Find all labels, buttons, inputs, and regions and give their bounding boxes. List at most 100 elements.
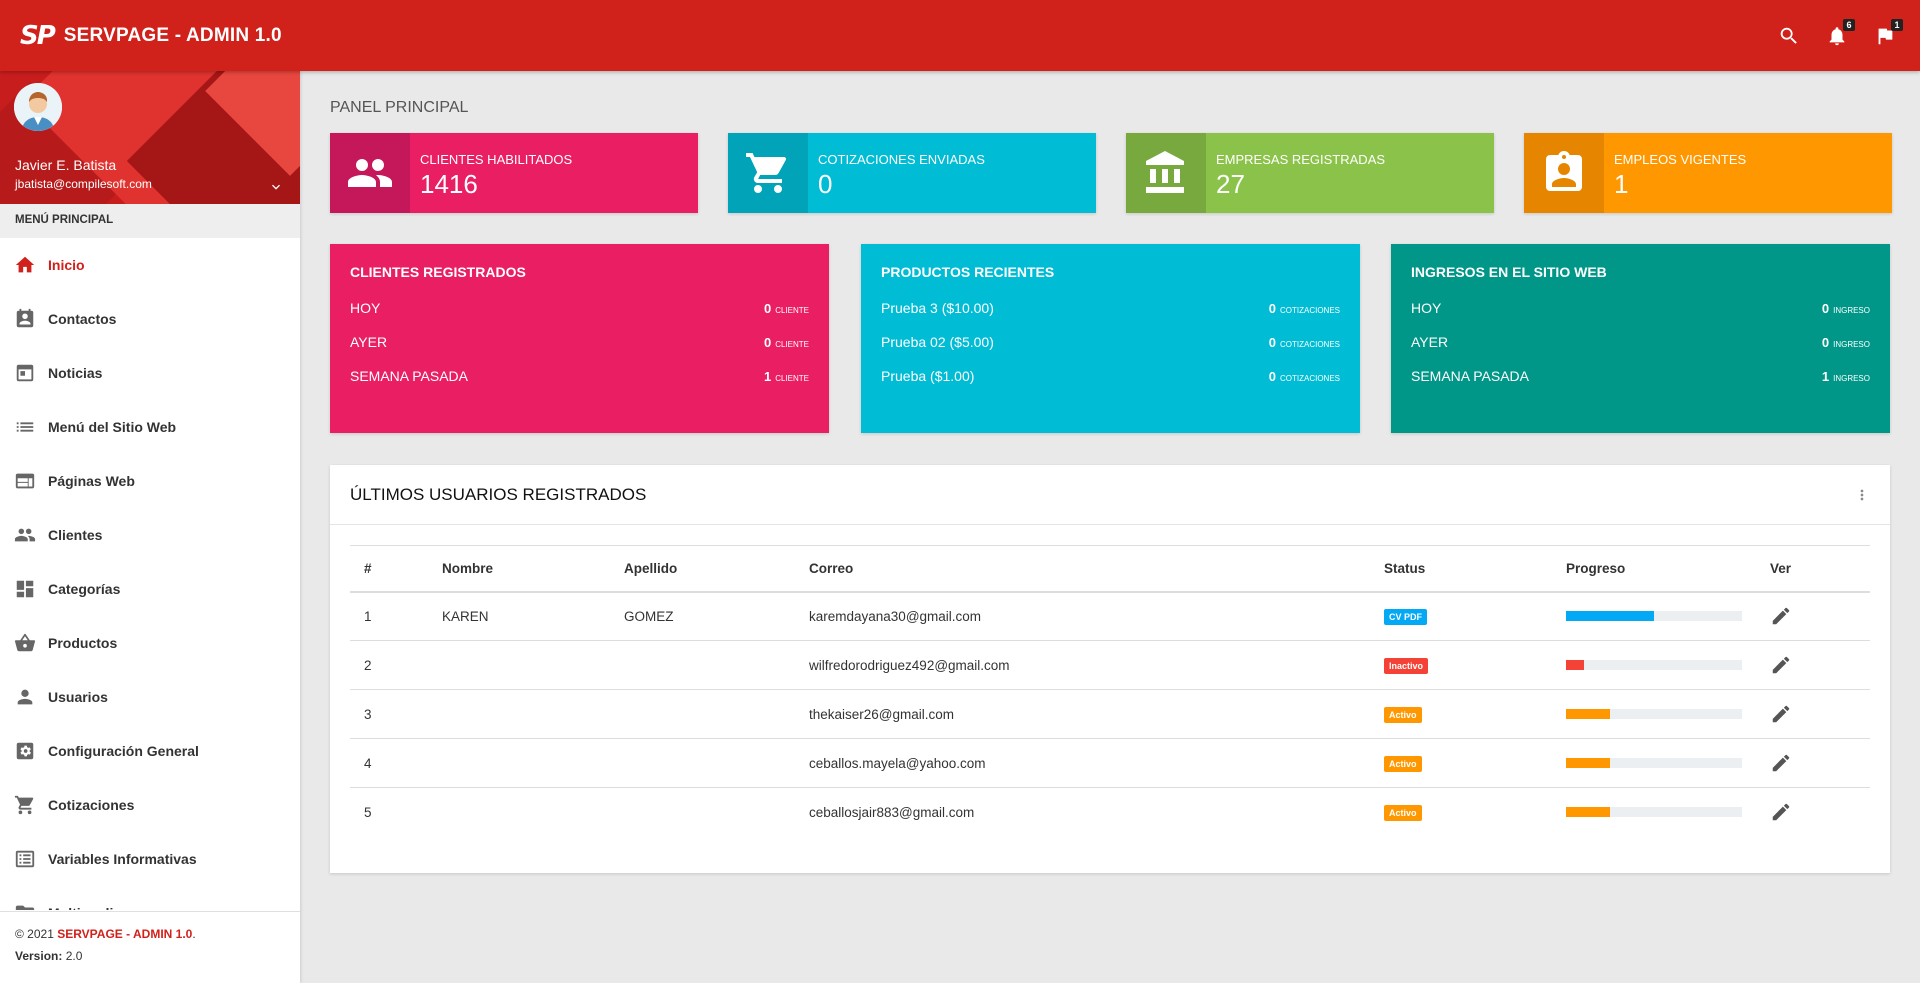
status-badge: Activo [1384,706,1422,723]
cell-ver [1756,640,1870,690]
edit-icon[interactable] [1770,605,1792,627]
sidebar-footer: © 2021 SERVPAGE - ADMIN 1.0. Version: 2.… [0,911,300,983]
stat-row: Prueba 02 ($5.00) 0 COTIZACIONES [881,334,1340,350]
cell-apellido [610,689,795,739]
sidebar-item-noticias[interactable]: Noticias [0,346,300,400]
cell-nombre: KAREN [428,591,610,641]
sidebar-item-menu-del-sitio-web[interactable]: Menú del Sitio Web [0,400,300,454]
sidebar-item-multimedia[interactable]: Multimedia [0,886,300,910]
stat-card-title: PRODUCTOS RECIENTES [881,264,1055,280]
col-apellido: Apellido [610,545,795,593]
user-info: Javier E. Batista jbatista@compilesoft.c… [0,71,300,204]
stat-row-value: 0 [1268,301,1276,316]
progress-bar [1566,758,1742,768]
version-label: Version: [15,949,63,963]
sidebar-item-variables-informativas[interactable]: Variables Informativas [0,832,300,886]
stat-row-unit: INGRESO [1833,340,1870,349]
info-box-label: EMPRESAS REGISTRADAS [1216,152,1386,167]
info-box-label: CLIENTES HABILITADOS [420,152,573,167]
stat-row-label: AYER [350,334,388,350]
sidebar-item-configuracion-general[interactable]: Configuración General [0,724,300,778]
col-num: # [350,545,428,593]
users-table: # Nombre Apellido Correo Status Progreso… [350,545,1870,837]
stat-row: Prueba ($1.00) 0 COTIZACIONES [881,368,1340,384]
app-title: SERVPAGE - ADMIN 1.0 [63,24,282,46]
sidebar-item-usuarios[interactable]: Usuarios [0,670,300,724]
sidebar-item-contactos[interactable]: Contactos [0,292,300,346]
bank-icon [1126,133,1206,213]
sidebar-item-label: Inicio [48,257,85,273]
progress-bar [1566,660,1742,670]
sidebar-item-inicio[interactable]: Inicio [0,238,300,292]
sidebar-item-label: Páginas Web [48,473,135,489]
progress-fill [1566,807,1610,818]
progress-bar [1566,611,1742,622]
col-correo: Correo [795,545,1370,593]
info-box-label: COTIZACIONES ENVIADAS [818,152,985,167]
cell-correo: wilfredorodriguez492@gmail.com [795,640,1370,690]
latest-users-card: ÚLTIMOS USUARIOS REGISTRADOS # Nombre Ap… [330,465,1890,873]
edit-icon[interactable] [1770,801,1792,823]
progress-bar [1566,807,1742,818]
table-row: 1 KAREN GOMEZ karemdayana30@gmail.com CV PDF [350,591,1870,641]
edit-icon[interactable] [1770,654,1792,676]
avatar[interactable] [14,83,62,131]
sidebar-item-paginas-web[interactable]: Páginas Web [0,454,300,508]
stat-row: HOY 0 CLIENTE [350,300,809,316]
status-badge: Inactivo [1384,657,1429,674]
home-icon [14,254,36,276]
people-icon [14,524,36,546]
notifications-count: 6 [1843,18,1855,31]
status-badge: Activo [1384,804,1422,821]
cell-correo: ceballosjair883@gmail.com [809,804,975,820]
progress-fill [1566,758,1610,768]
table-header-row: # Nombre Apellido Correo Status Progreso… [350,545,1870,593]
info-box-clientes-habilitados[interactable]: CLIENTES HABILITADOS 1416 [330,133,698,213]
card-title: ÚLTIMOS USUARIOS REGISTRADOS [350,484,647,504]
chevron-down-icon[interactable] [268,179,284,195]
edit-icon[interactable] [1770,703,1792,725]
notifications-icon[interactable]: 6 [1826,18,1855,47]
cell-num: 5 [364,804,372,820]
stat-row-unit: CLIENTE [775,374,809,383]
main-content: PANEL PRINCIPAL CLIENTES HABILITADOS 1416… [300,71,1920,983]
copyright: © 2021 [15,927,54,941]
info-box-number: 1 [1614,169,1629,199]
table-row: 2 wilfredorodriguez492@gmail.com Inactivo [350,640,1870,690]
person-icon [14,686,36,708]
cell-correo: karemdayana30@gmail.com [795,591,1370,641]
cell-ver [1756,591,1870,641]
cell-progreso [1552,640,1756,690]
brand[interactable]: SP SERVPAGE - ADMIN 1.0 [20,21,282,51]
status-badge: Activo [1384,755,1422,772]
top-actions: 6 1 [1778,18,1903,47]
sidebar-item-label: Contactos [48,311,117,327]
info-box-empresas-registradas[interactable]: EMPRESAS REGISTRADAS 27 [1126,133,1494,213]
settings-icon [14,740,36,762]
sidebar-item-productos[interactable]: Productos [0,616,300,670]
sidebar-item-categorias[interactable]: Categorías [0,562,300,616]
info-box-cotizaciones-enviadas[interactable]: COTIZACIONES ENVIADAS 0 [728,133,1096,213]
stat-row-label: Prueba 3 ($10.00) [881,300,994,316]
edit-icon[interactable] [1770,752,1792,774]
more-vert-icon[interactable] [1854,487,1870,503]
cell-status: Activo [1370,689,1552,739]
cell-nombre [428,738,610,788]
flag-icon[interactable]: 1 [1874,18,1903,47]
sidebar-item-label: Productos [48,635,118,651]
stat-row-value: 0 [1268,335,1276,350]
footer-brand[interactable]: SERVPAGE - ADMIN 1.0 [57,927,193,941]
cell-num: 3 [350,689,428,739]
stat-row-unit: COTIZACIONES [1279,374,1340,383]
info-box-empleos-vigentes[interactable]: EMPLEOS VIGENTES 1 [1524,133,1892,213]
sidebar-item-clientes[interactable]: Clientes [0,508,300,562]
stat-row: Prueba 3 ($10.00) 0 COTIZACIONES [881,300,1340,316]
version-value: 2.0 [65,949,83,963]
sidebar-item-label: Variables Informativas [48,851,197,867]
sidebar-item-label: Clientes [48,527,103,543]
search-icon[interactable] [1778,25,1800,47]
people-icon [330,133,410,213]
sidebar-item-cotizaciones[interactable]: Cotizaciones [0,778,300,832]
basket-icon [14,632,36,654]
cell-apellido [610,738,795,788]
